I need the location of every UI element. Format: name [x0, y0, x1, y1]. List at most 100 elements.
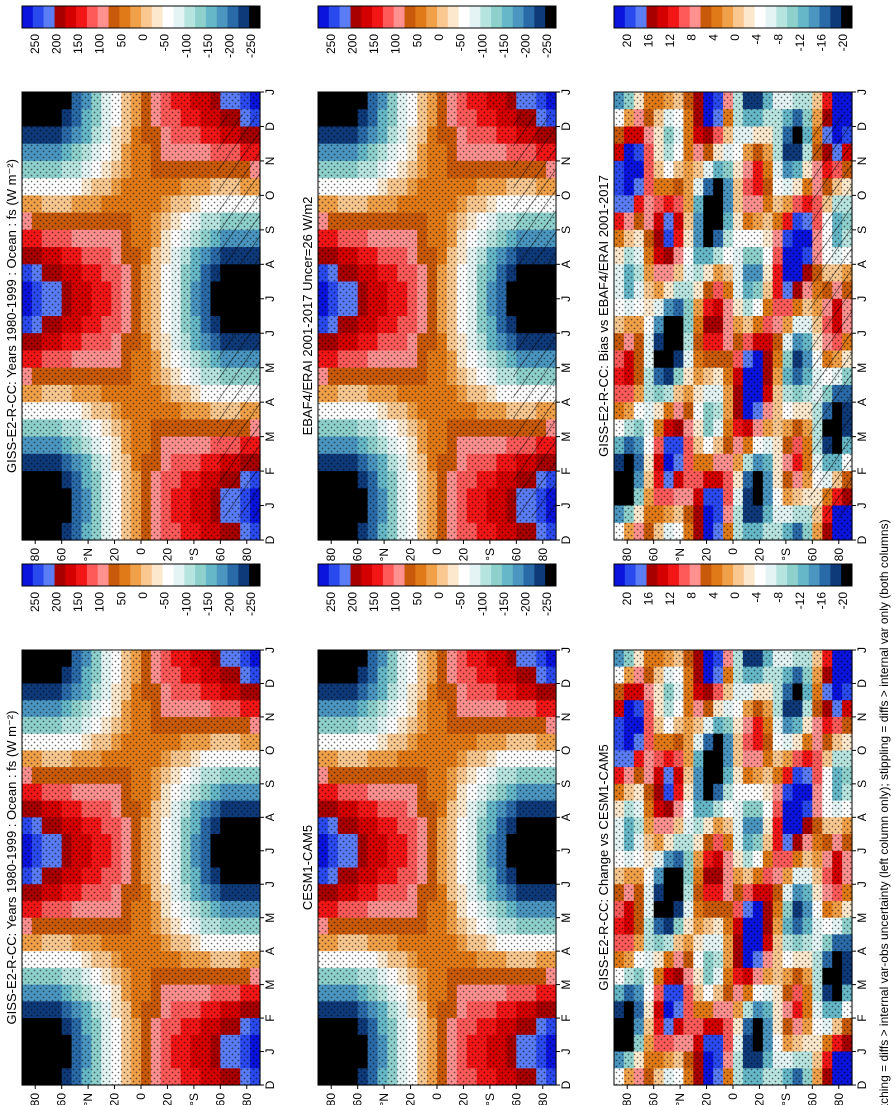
colorbar-label: -4 — [750, 592, 764, 603]
month-tick-label: D — [263, 679, 277, 688]
hatching-overlay — [809, 114, 852, 518]
colorbar-swatch — [350, 564, 362, 586]
colorbar-swatch — [361, 564, 373, 586]
colorbar-label: 4 — [706, 34, 720, 41]
colorbar-swatch — [657, 6, 669, 28]
colorbar-swatch — [227, 6, 239, 28]
colorbar-swatch — [819, 564, 831, 586]
colorbar-label: -100 — [475, 34, 489, 58]
colorbar-frame — [613, 563, 853, 587]
colorbar-label: -20 — [836, 34, 850, 52]
colorbar-swatch — [733, 564, 745, 586]
colorbar-swatch — [404, 6, 416, 28]
colorbar-swatch — [765, 564, 777, 586]
colorbar-swatch — [22, 6, 34, 28]
month-tick-label: M — [263, 432, 277, 442]
colorbar-swatch — [830, 564, 842, 586]
panel-title: GISS-E2-R-CC: Change vs CESM1-CAM5 — [596, 744, 611, 990]
month-tick-label: J — [559, 89, 573, 95]
colorbar-label: 12 — [663, 34, 677, 48]
colorbar-label: -12 — [793, 592, 807, 610]
month-tick-label: O — [263, 746, 277, 755]
colorbar-swatch — [32, 564, 44, 586]
colorbar-swatch — [743, 6, 755, 28]
lat-tick-label: 20 — [160, 548, 174, 562]
colorbar-swatch — [491, 6, 503, 28]
heatmap-panel-4: 80 60 °N 20 0 20 °S 60 80 D J F M A M J J A S O N D J CESM1-CAM… — [300, 647, 573, 1105]
month-tick-label: A — [559, 947, 573, 955]
lat-tick-label: 60 — [351, 1093, 365, 1105]
hatching-overlay — [217, 114, 260, 518]
lat-tick-label: 20 — [160, 1093, 174, 1105]
colorbar-label: 150 — [367, 592, 381, 612]
lat-tick-label: 80 — [28, 1093, 42, 1105]
colorbar-swatch — [776, 6, 788, 28]
colorbar-swatch — [523, 6, 535, 28]
panel-title: EBAF4/ERAI 2001-2017 Uncer=26 W/m2 — [300, 197, 315, 436]
colorbar-label: 20 — [620, 34, 634, 48]
colorbar-swatch — [808, 6, 820, 28]
colorbar-swatch — [491, 564, 503, 586]
colorbar-swatch — [393, 6, 405, 28]
colorbar-label: 200 — [49, 34, 63, 54]
colorbar-swatch — [361, 6, 373, 28]
colorbar-label: -250 — [540, 592, 554, 616]
colorbar-label: 0 — [136, 34, 150, 41]
colorbar-swatch — [437, 564, 449, 586]
month-tick-label: F — [559, 467, 573, 474]
colorbar-2: 250 200 150 100 50 0 -50 -100 -150 -200 -250 — [21, 563, 261, 616]
colorbar-label: -4 — [750, 34, 764, 45]
colorbar-4: 250 200 150 100 50 0 -50 -100 -150 -200 -250 — [317, 563, 557, 616]
colorbar-swatch — [382, 564, 395, 586]
panel-title: CESM1-CAM5 — [300, 825, 315, 910]
colorbar-swatch — [328, 564, 340, 586]
colorbar-swatch — [372, 564, 384, 586]
lat-tick-label: 80 — [324, 1093, 338, 1105]
colorbar-swatch — [841, 564, 853, 586]
colorbar-label: 250 — [28, 592, 42, 612]
colorbar-swatch — [787, 6, 799, 28]
month-tick-label: J — [559, 503, 573, 509]
colorbar-swatch — [227, 564, 239, 586]
month-tick-label: F — [263, 467, 277, 474]
month-tick-label: A — [855, 398, 869, 406]
colorbar-label: -50 — [158, 592, 172, 610]
colorbar-label: 12 — [663, 592, 677, 606]
colorbar-label: 0 — [728, 34, 742, 41]
lat-tick-label: 0 — [134, 1093, 148, 1100]
colorbar-swatch — [65, 6, 77, 28]
lat-tick-label: °S — [483, 548, 497, 561]
colorbar-swatch — [819, 6, 831, 28]
month-tick-label: F — [855, 1014, 869, 1021]
month-tick-label: J — [559, 1049, 573, 1055]
colorbar-swatch — [216, 6, 228, 28]
lat-tick-label: 0 — [430, 1093, 444, 1100]
lat-tick-label: 0 — [726, 1093, 740, 1100]
colorbar-swatch — [184, 564, 196, 586]
colorbar-swatch — [765, 6, 777, 28]
colorbar-swatch — [787, 564, 799, 586]
month-tick-label: J — [263, 503, 277, 509]
month-tick-label: N — [855, 157, 869, 166]
lat-tick-label: 80 — [832, 548, 846, 562]
colorbar-swatch — [776, 564, 788, 586]
lat-tick-label: 20 — [700, 1093, 714, 1105]
month-tick-label: A — [263, 947, 277, 955]
stippling-overlay — [318, 650, 556, 1085]
colorbar-swatch — [426, 6, 438, 28]
lat-tick-label: °S — [779, 1093, 793, 1105]
month-tick-label: M — [855, 980, 869, 990]
colorbar-swatch — [205, 564, 218, 586]
colorbar-swatch — [512, 6, 524, 28]
figure-footnote: hatching = diffs > internal var-obs unce… — [877, 519, 891, 1105]
colorbar-swatch — [668, 6, 680, 28]
colorbar-swatch — [205, 6, 218, 28]
colorbar-swatch — [162, 564, 174, 586]
colorbar-swatch — [393, 564, 405, 586]
colorbar-label: -100 — [179, 34, 193, 58]
colorbar-swatch — [646, 564, 658, 586]
colorbar-label: -50 — [158, 34, 172, 52]
lat-tick-label: 60 — [509, 548, 523, 562]
month-tick-label: M — [559, 980, 573, 990]
